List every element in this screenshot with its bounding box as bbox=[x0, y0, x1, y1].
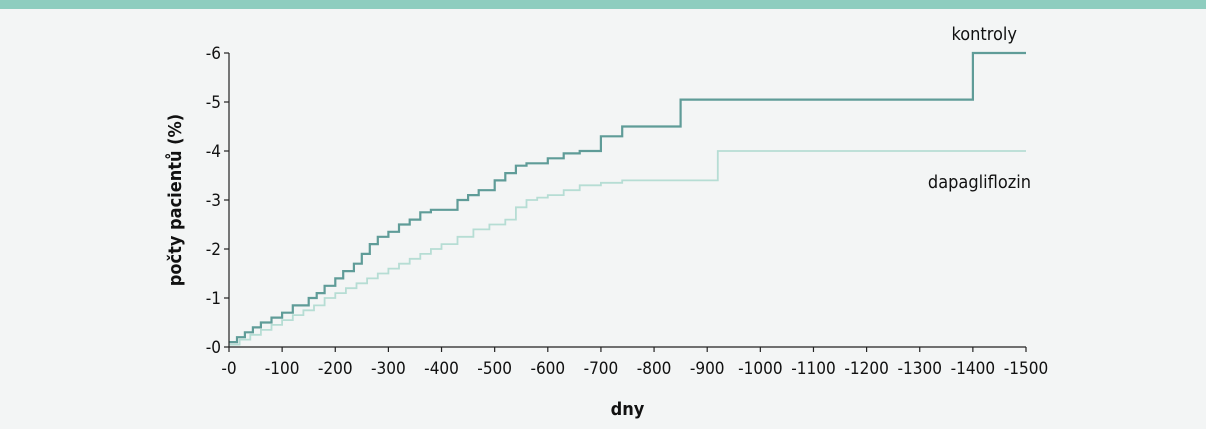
x-tick-label: -300 bbox=[371, 359, 406, 379]
y-tick-label: -5 bbox=[206, 93, 221, 113]
y-tick-label: -3 bbox=[206, 191, 221, 211]
x-tick-label: -400 bbox=[424, 359, 459, 379]
series-label-dapagliflozin: dapagliflozin bbox=[928, 172, 1031, 193]
x-tick-label: -700 bbox=[584, 359, 619, 379]
x-tick-label: -0 bbox=[221, 359, 236, 379]
x-axis-title: dny bbox=[611, 399, 645, 420]
y-axis-title: počty pacientů (%) bbox=[164, 114, 186, 286]
x-tick-label: -1300 bbox=[898, 359, 942, 379]
y-tick-label: -0 bbox=[206, 338, 221, 358]
x-tick-label: -200 bbox=[318, 359, 353, 379]
y-tick-label: -2 bbox=[206, 240, 221, 260]
x-tick-label: -800 bbox=[637, 359, 672, 379]
x-tick-label: -900 bbox=[690, 359, 725, 379]
y-tick-label: -1 bbox=[206, 289, 221, 309]
x-tick-label: -1500 bbox=[1004, 359, 1048, 379]
x-tick-label: -100 bbox=[265, 359, 300, 379]
x-tick-label: -1100 bbox=[791, 359, 835, 379]
y-tick-label: -4 bbox=[206, 142, 221, 162]
x-tick-label: -500 bbox=[477, 359, 512, 379]
series-line-kontroly bbox=[229, 51, 1026, 344]
x-tick-label: -1200 bbox=[844, 359, 888, 379]
series-label-kontroly: kontroly bbox=[952, 24, 1018, 45]
x-tick-label: -1000 bbox=[738, 359, 782, 379]
x-tick-label: -600 bbox=[530, 359, 565, 379]
y-tick-label: -6 bbox=[206, 44, 221, 64]
series-line-dapagliflozin bbox=[229, 150, 1026, 346]
top-accent-band bbox=[0, 0, 1206, 9]
x-tick-label: -1400 bbox=[951, 359, 995, 379]
